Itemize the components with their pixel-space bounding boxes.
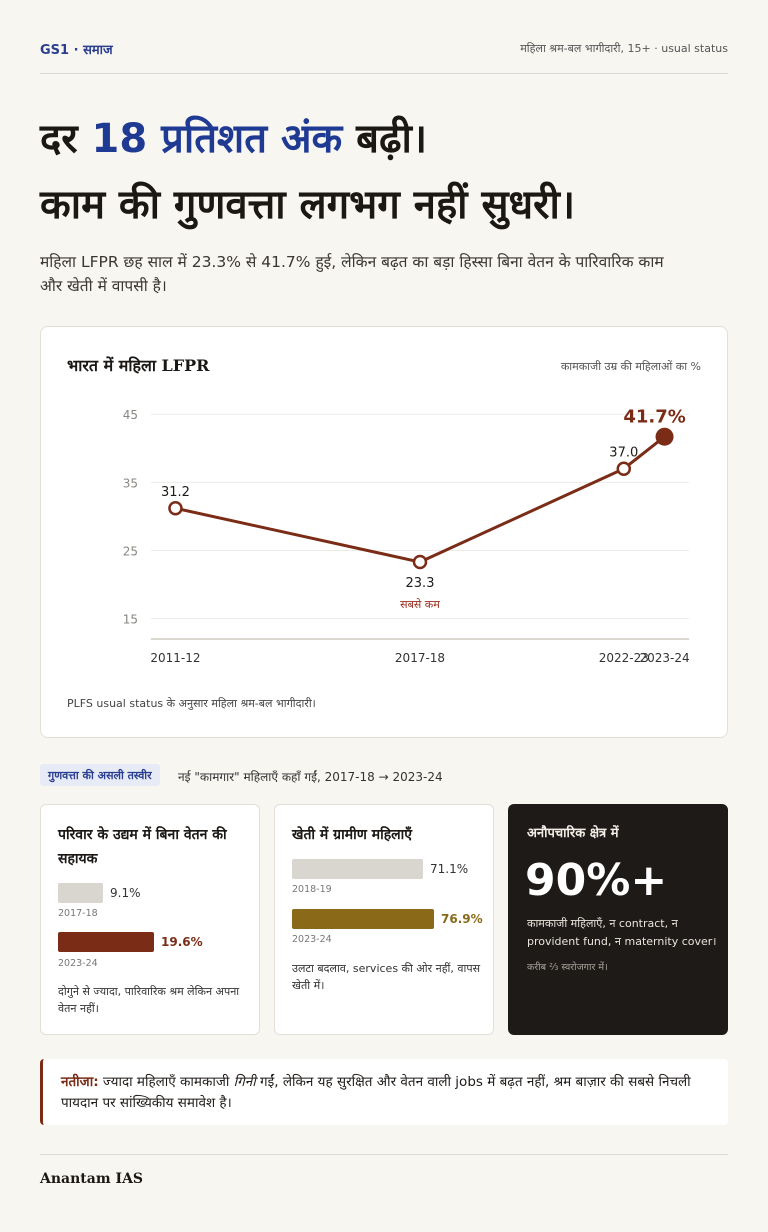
conclusion-callout: नतीजा: ज्यादा महिलाएँ कामकाजी गिनी गईं, … <box>40 1059 728 1125</box>
headline-line-2: काम की गुणवत्ता लगभग नहीं सुधरी। <box>40 182 575 228</box>
conclusion-pre: ज्यादा महिलाएँ कामकाजी <box>98 1074 234 1090</box>
card-informal-sector: अनौपचारिक क्षेत्र में 90%+ कामकाजी महिला… <box>508 804 728 1035</box>
section-caption: नई "कामगार" महिलाएँ कहाँ गईं, 2017-18 → … <box>178 770 443 784</box>
card-family-helper: परिवार के उद्यम में बिना वेतन की सहायक 9… <box>40 804 260 1035</box>
data-label-2017-18: 23.3 <box>406 576 435 591</box>
headline: दर 18 प्रतिशत अंक बढ़ी। काम की गुणवत्ता … <box>40 106 740 238</box>
family-new-year: 2023-24 <box>58 958 98 969</box>
subheading: महिला LFPR छह साल में 23.3% से 41.7% हुई… <box>40 253 664 295</box>
card-farm-women: खेती में ग्रामीण महिलाएँ 71.1% 2018-19 7… <box>274 804 494 1035</box>
series-line <box>175 435 666 564</box>
headline-accent: 18 प्रतिशत अंक <box>91 116 343 162</box>
y-tick-35: 35 <box>123 476 138 490</box>
family-note: दोगुने से ज्यादा, पारिवारिक श्रम लेकिन अ… <box>58 985 240 1015</box>
card-farm-title: खेती में ग्रामीण महिलाएँ <box>292 827 412 843</box>
data-label-2022-23: 37.0 <box>609 446 638 461</box>
farm-old-bar <box>292 859 423 879</box>
family-new-bar <box>58 932 154 952</box>
chart-source-note: PLFS usual status के अनुसार महिला श्रम-ब… <box>67 697 316 710</box>
family-old-year: 2017-18 <box>58 908 98 919</box>
point-2023-24 <box>655 427 674 446</box>
data-label-2023-24: 41.7% <box>623 407 685 428</box>
conclusion-text: नतीजा: ज्यादा महिलाएँ कामकाजी गिनी गईं, … <box>61 1072 721 1114</box>
farm-old-value: 71.1% <box>430 862 469 876</box>
y-tick-45: 45 <box>123 408 138 422</box>
family-old-bar <box>58 883 103 903</box>
section-pill: गुणवत्ता की असली तस्वीर <box>40 764 160 786</box>
subject-tag: GS1 · समाज <box>40 43 113 58</box>
headline-post: बढ़ी। <box>342 116 428 162</box>
brand-logo-text: Anantam IAS <box>40 1171 144 1187</box>
informal-title: अनौपचारिक क्षेत्र में <box>527 826 619 841</box>
informal-big-stat: 90%+ <box>525 855 668 906</box>
headline-line-1: दर 18 प्रतिशत अंक बढ़ी। <box>40 106 740 172</box>
top-bar: GS1 · समाज महिला श्रम-बल भागीदारी, 15+ ·… <box>40 40 728 74</box>
lowest-annotation: सबसे कम <box>400 598 440 611</box>
point-2022-23 <box>616 461 632 476</box>
topic-meta: महिला श्रम-बल भागीदारी, 15+ · usual stat… <box>520 42 728 55</box>
x-tick-2017-18: 2017-18 <box>395 651 445 665</box>
farm-new-year: 2023-24 <box>292 934 332 945</box>
y-tick-15: 15 <box>123 613 138 627</box>
headline-pre: दर <box>40 116 92 162</box>
card-family-title: परिवार के उद्यम में बिना वेतन की सहायक <box>58 827 227 867</box>
conclusion-post: गईं, लेकिन यह सुरक्षित और वेतन वाली jobs… <box>61 1074 691 1111</box>
chart-title: भारत में महिला LFPR <box>67 356 210 375</box>
x-tick-2023-24: 2023-24 <box>639 651 689 665</box>
chart-card: 15 25 35 45 2011-12 2017-18 2022-23 2023-24 31.2… <box>40 326 728 738</box>
point-2017-18 <box>412 554 428 570</box>
data-label-2011-12: 31.2 <box>161 485 190 500</box>
family-new-value: 19.6% <box>161 935 203 949</box>
footer-divider <box>40 1154 728 1155</box>
farm-new-value: 76.9% <box>441 912 483 926</box>
chart-unit-label: कामकाजी उम्र की महिलाओं का % <box>560 360 701 373</box>
family-old-value: 9.1% <box>110 886 141 900</box>
conclusion-lead: नतीजा: <box>61 1074 99 1090</box>
conclusion-em: गिनी <box>233 1074 256 1090</box>
x-tick-2011-12: 2011-12 <box>150 651 200 665</box>
x-tick-2022-23: 2022-23 <box>599 651 649 665</box>
farm-note: उलटा बदलाव, services की ओर नहीं, वापस खे… <box>292 962 481 992</box>
y-tick-25: 25 <box>123 544 138 558</box>
farm-old-year: 2018-19 <box>292 884 332 895</box>
point-2011-12 <box>168 500 183 516</box>
farm-new-bar <box>292 909 434 929</box>
informal-text: कामकाजी महिलाएँ, न contract, न provident… <box>527 917 717 948</box>
informal-small-note: करीब ⅔ स्वरोजगार में। <box>527 962 608 973</box>
